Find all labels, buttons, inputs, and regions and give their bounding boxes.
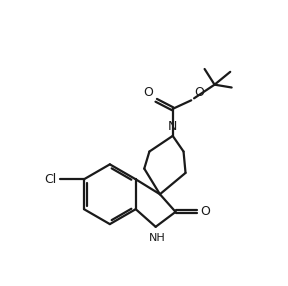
Text: O: O: [143, 86, 153, 99]
Text: O: O: [200, 205, 210, 219]
Text: NH: NH: [149, 233, 165, 243]
Text: N: N: [168, 120, 177, 133]
Text: Cl: Cl: [45, 173, 57, 186]
Text: O: O: [194, 86, 204, 99]
